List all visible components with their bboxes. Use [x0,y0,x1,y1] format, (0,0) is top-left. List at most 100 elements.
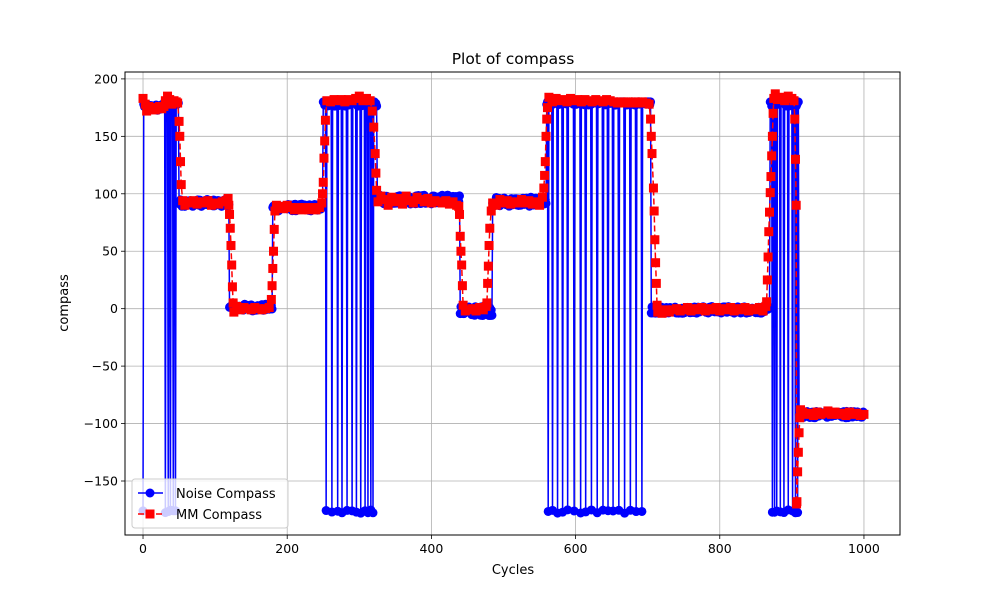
mm-compass-point [763,252,773,262]
mm-compass-point [542,114,552,124]
legend-label-noise: Noise Compass [176,487,276,502]
mm-compass-point [484,240,494,250]
mm-compass-point [264,303,274,313]
mm-compass-point [454,201,464,211]
mm-compass-point [423,193,433,203]
mm-compass-point [223,193,233,203]
mm-compass-point [318,189,328,199]
mm-compass-point [651,258,661,268]
mm-compass-point [318,177,328,187]
mm-compass-point [793,447,803,457]
mm-compass-point [540,157,550,167]
mm-compass-point [482,298,492,308]
x-tick-label: 1000 [848,541,880,556]
mm-compass-point [174,116,184,126]
mm-compass-point [224,200,234,210]
chart-title: Plot of compass [452,50,575,68]
y-tick-label: 0 [110,301,118,316]
noise-compass-point [487,310,497,320]
mm-compass-point [270,206,280,216]
mm-compass-point [269,246,279,256]
mm-compass-point [176,157,186,167]
mm-compass-point [372,185,382,195]
mm-compass-point [457,260,467,270]
mm-compass-point [178,196,188,206]
mm-compass-point [535,200,545,210]
x-axis-ticks: 0 200 400 600 800 1000 [139,535,880,556]
noise-compass-point [793,508,803,518]
y-tick-label: −100 [84,416,118,431]
legend-marker-noise [145,488,155,498]
mm-compass-point [380,195,390,205]
mm-compass-point [394,193,404,203]
mm-compass-point [485,223,495,233]
mm-compass-point [859,409,869,419]
mm-compass-point [138,93,148,103]
series-mm-compass [138,89,869,509]
mm-compass-point [175,131,185,141]
mm-compass-point [373,197,383,207]
y-tick-label: 200 [94,71,118,86]
legend-label-mm: MM Compass [176,508,262,523]
y-tick-label: −50 [92,359,118,374]
mm-compass-point [365,96,375,106]
mm-compass-point [790,114,800,124]
mm-compass-point [319,153,329,163]
x-axis-label: Cycles [492,563,535,578]
x-tick-label: 800 [708,541,732,556]
mm-compass-point [762,297,772,307]
mm-compass-point [540,170,550,180]
legend: Noise Compass MM Compass [131,478,289,529]
y-tick-label: −150 [84,474,118,489]
mm-compass-point [646,114,656,124]
grid [125,72,900,535]
mm-compass-point [766,172,776,182]
mm-compass-point [761,301,771,311]
mm-compass-point [765,207,775,217]
y-tick-label: 150 [94,129,118,144]
mm-compass-point [483,278,493,288]
mm-compass-point [401,191,411,201]
mm-compass-point [541,131,551,141]
mm-compass-point [780,96,790,106]
mm-compass-point [768,108,778,118]
mm-compass-point [203,196,213,206]
mm-compass-point [227,282,237,292]
mm-compass-point [268,263,278,273]
mm-compass-point [542,103,552,113]
mm-compass-point [225,209,235,219]
plot-area: 0 200 400 600 800 1000 −150 −100 −50 0 50 100 150 20… [84,71,901,556]
mm-compass-point [764,227,774,237]
mm-compass-point [315,203,325,213]
mm-compass-point [795,413,805,423]
plot-frame [124,71,901,536]
mm-compass-point [317,198,327,208]
mm-compass-point [794,428,804,438]
mm-compass-point [455,209,465,219]
mm-compass-point [267,281,277,291]
legend-marker-mm [145,509,155,519]
legend-box [131,478,289,529]
y-axis-ticks: −150 −100 −50 0 50 100 150 200 [84,71,125,489]
mm-compass-point [229,307,239,317]
mm-compass-point [539,183,549,193]
mm-compass-point [173,98,183,108]
mm-compass-point [646,131,656,141]
mm-compass-point [226,240,236,250]
mm-compass-point [227,260,237,270]
mm-compass-point [225,223,235,233]
mm-compass-point [644,99,654,109]
mm-compass-point [790,154,800,164]
mm-compass-point [650,235,660,245]
mm-compass-point [537,192,547,202]
mm-compass-point [649,206,659,216]
mm-compass-point [762,275,772,285]
mm-compass-point [651,278,661,288]
mm-compass-point [320,115,330,125]
mm-compass-point [652,300,662,310]
y-axis-label: compass [57,274,72,332]
x-tick-label: 400 [419,541,443,556]
mm-compass-point [383,200,393,210]
mm-compass-point [370,149,380,159]
y-tick-label: 50 [102,244,118,259]
